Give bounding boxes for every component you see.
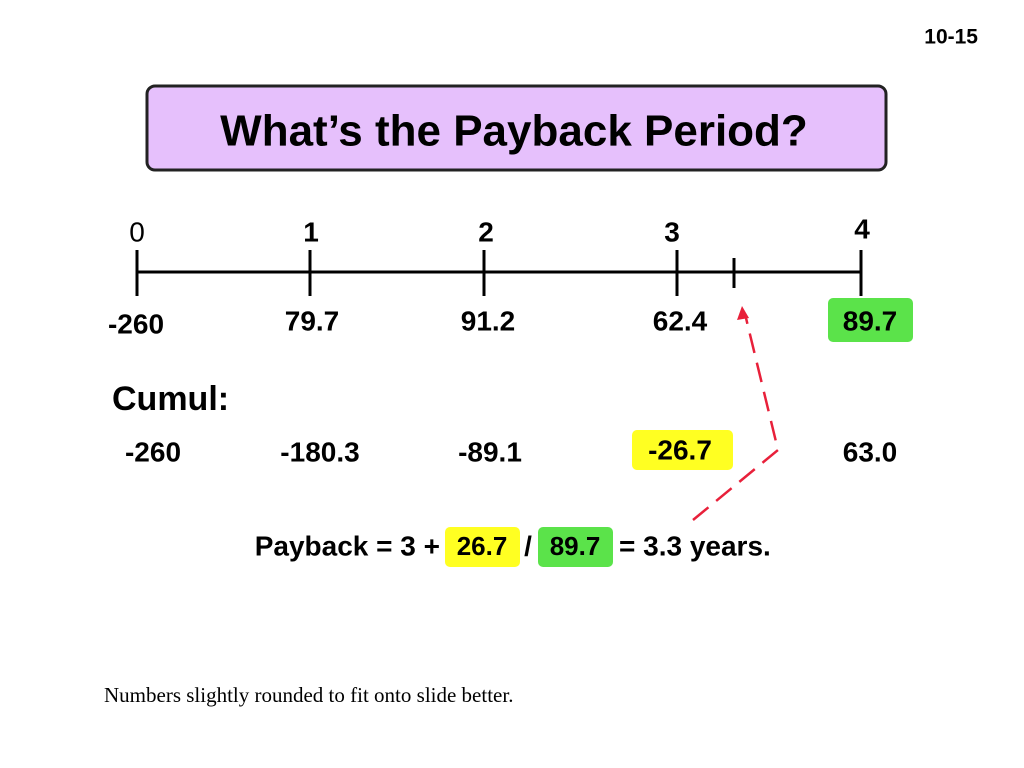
arrow [692,317,780,521]
period-label: 0 [129,216,145,247]
highlight-yellow [632,430,733,470]
cumulative-label: Cumul: [112,380,229,418]
title: What’s the Payback Period? [220,107,808,156]
payback-numerator: 26.7 [457,531,508,561]
period-label: 1 [303,216,319,247]
period-label: 2 [478,216,494,247]
footnote: Numbers slightly rounded to fit onto sli… [104,683,513,707]
cash-flow: 89.7 [843,305,898,336]
payback-prefix: Payback = 3 + [255,530,440,561]
cumulative-value: -89.1 [458,436,522,467]
timeline [135,250,863,296]
cash-flow: 91.2 [461,305,516,336]
payback-result: = 3.3 years. [619,530,771,561]
arrow-path [692,317,780,521]
payback-divider: / [524,530,532,561]
cumulative-value: 63.0 [843,436,898,467]
cash-flow: -260 [108,308,164,339]
arrow-head [737,306,749,320]
period-label: 4 [854,213,870,244]
title-box [145,84,888,172]
cash-flow: 79.7 [285,305,340,336]
cash-flow: 62.4 [653,305,708,336]
highlight-green [828,298,913,342]
payback-denominator: 89.7 [550,531,601,561]
cumulative-value: -26.7 [648,434,712,465]
highlight-green [538,527,613,567]
period-label: 3 [664,216,680,247]
highlight-yellow [445,527,520,567]
cumulative-value: -180.3 [280,436,359,467]
slide-number: 10-15 [924,26,978,49]
cumulative-value: -260 [125,436,181,467]
